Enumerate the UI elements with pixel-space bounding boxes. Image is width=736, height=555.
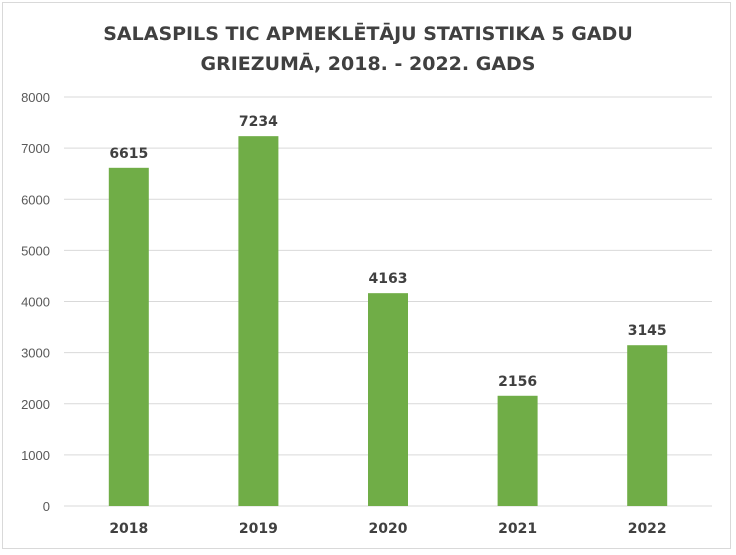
data-label: 2156 [498,374,537,390]
x-tick-label: 2021 [498,521,537,537]
chart-frame [2,2,731,549]
bar [497,395,538,506]
y-tick-label: 5000 [21,243,50,258]
y-tick-label: 6000 [21,192,50,207]
y-tick-label: 1000 [21,448,50,463]
x-tick-label: 2020 [369,521,408,537]
x-tick-label: 2018 [109,521,148,537]
x-tick-label: 2019 [239,521,278,537]
chart-title-line-2: GRIEZUMĀ, 2018. - 2022. GADS [201,52,536,75]
data-label: 7234 [239,114,278,130]
y-tick-label: 2000 [21,397,50,412]
y-tick-label: 7000 [21,141,50,156]
y-tick-label: 4000 [21,295,50,310]
bar [368,293,408,506]
chart-title-line-1: SALASPILS TIC APMEKLĒTĀJU STATISTIKA 5 G… [103,22,633,45]
bar [627,345,668,506]
data-label: 4163 [369,271,408,287]
bar [238,136,279,506]
y-tick-label: 8000 [21,90,50,105]
data-label: 6615 [109,146,148,162]
data-label: 3145 [628,323,667,339]
bar [108,167,149,507]
y-tick-label: 0 [43,499,50,514]
y-tick-label: 3000 [21,346,50,361]
x-tick-label: 2022 [628,521,667,537]
